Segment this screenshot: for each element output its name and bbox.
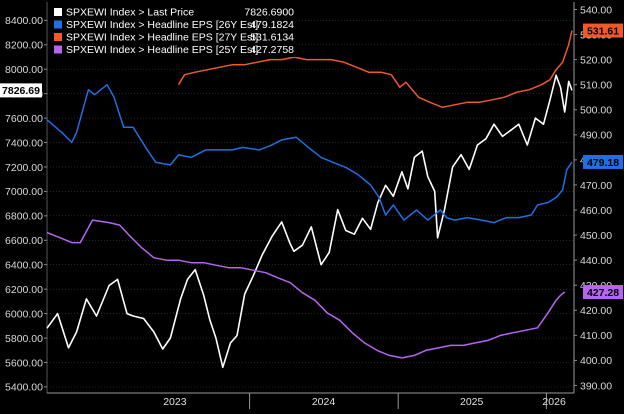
last-value-tag: 479.18 xyxy=(587,157,619,169)
x-year-label: 2024 xyxy=(312,396,336,408)
legend: SPXEWI Index > Last Price 7826.6900SPXEWI… xyxy=(50,3,298,57)
legend-box xyxy=(50,3,298,57)
y-right-tick-label: 440.00 xyxy=(580,255,612,267)
last-value-tag: 427.28 xyxy=(587,287,619,299)
y-right-tick-label: 390.00 xyxy=(580,380,612,392)
y-left-tick-label: 8400.00 xyxy=(5,15,43,27)
legend-swatch xyxy=(54,20,62,29)
y-left-tick-label: 7600.00 xyxy=(5,113,43,125)
legend-swatch xyxy=(54,45,62,54)
y-right-tick-label: 460.00 xyxy=(580,205,612,217)
y-right-tick-label: 540.00 xyxy=(580,4,612,16)
y-left-tick-label: 8200.00 xyxy=(5,40,43,52)
last-value-tag-bg xyxy=(0,83,42,98)
y-right-tick-label: 420.00 xyxy=(580,305,612,317)
last-value-tag-bg xyxy=(583,285,623,300)
y-right-tick-label: 520.00 xyxy=(580,54,612,66)
y-left-tick-label: 7200.00 xyxy=(5,162,43,174)
legend-swatch xyxy=(54,8,62,16)
y-right-tick-label: 410.00 xyxy=(580,330,612,342)
y-right-tick-label: 490.00 xyxy=(580,130,612,142)
legend-value: 427.2758 xyxy=(250,44,294,56)
series-line-2 xyxy=(177,30,573,109)
y-left-tick-label: 6200.00 xyxy=(5,284,43,296)
y-right-tick-label: 400.00 xyxy=(580,355,612,367)
last-value-tag-bg xyxy=(583,23,623,38)
y-right-tick-label: 450.00 xyxy=(580,230,612,242)
last-value-tag: 531.61 xyxy=(587,25,619,37)
legend-value: 531.6134 xyxy=(250,32,294,44)
last-value-tags: 7826.69 479.18 531.61 427.28 xyxy=(0,23,623,300)
series-line-1 xyxy=(46,83,573,224)
y-left-tick-label: 6400.00 xyxy=(5,260,43,272)
y-right-tick-label: 470.00 xyxy=(580,180,612,192)
gridlines xyxy=(44,9,577,409)
y-left-tick-label: 6000.00 xyxy=(5,308,43,320)
legend-label: SPXEWI Index > Headline EPS [27Y Est] xyxy=(66,32,258,44)
y-left-tick-label: 7000.00 xyxy=(5,186,43,198)
legend-value: 479.1824 xyxy=(250,19,294,31)
y-left-tick-label: 5600.00 xyxy=(5,357,43,369)
axes xyxy=(46,2,575,394)
y-right-tick-label: 500.00 xyxy=(580,105,612,117)
legend-label: SPXEWI Index > Headline EPS [26Y Est] xyxy=(66,19,258,31)
legend-value: 7826.6900 xyxy=(244,7,294,19)
tick-labels: 5400.00 5600.00 5800.00 6000.00 6200.00 6400.… xyxy=(5,4,612,408)
last-value-tag-bg xyxy=(583,154,623,169)
series-line-3 xyxy=(46,219,566,359)
legend-label: SPXEWI Index > Headline EPS [25Y Est] xyxy=(66,44,258,56)
legend-swatch xyxy=(54,33,62,41)
x-year-label: 2026 xyxy=(542,396,566,408)
y-left-tick-label: 6800.00 xyxy=(5,211,43,223)
y-left-tick-label: 6600.00 xyxy=(5,235,43,247)
x-year-label: 2025 xyxy=(460,396,484,408)
series-lines xyxy=(46,30,573,369)
y-left-tick-label: 7400.00 xyxy=(5,137,43,149)
last-value-tag: 7826.69 xyxy=(2,85,40,97)
y-left-tick-label: 5800.00 xyxy=(5,333,43,345)
y-left-tick-label: 8000.00 xyxy=(5,64,43,76)
legend-label: SPXEWI Index > Last Price xyxy=(66,7,194,19)
y-left-tick-label: 5400.00 xyxy=(5,382,43,394)
y-right-tick-label: 510.00 xyxy=(580,80,612,92)
series-line-0 xyxy=(46,74,573,369)
x-year-label: 2023 xyxy=(163,396,187,408)
